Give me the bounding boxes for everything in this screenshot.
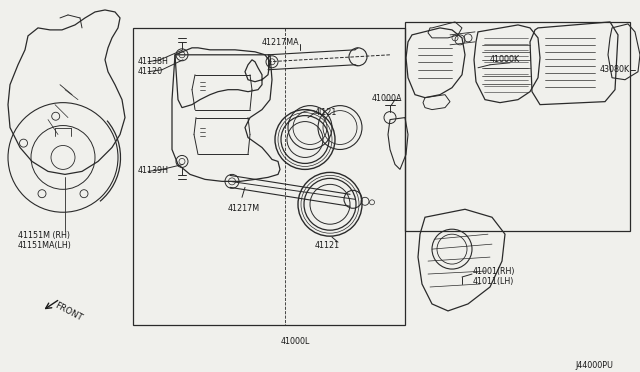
Text: 41151MA(LH): 41151MA(LH) xyxy=(18,241,72,250)
Text: 41217M: 41217M xyxy=(228,204,260,213)
Text: 41000A: 41000A xyxy=(372,94,403,103)
Text: 41000L: 41000L xyxy=(280,337,310,346)
Text: J44000PU: J44000PU xyxy=(575,361,613,370)
Text: 41000K: 41000K xyxy=(490,55,520,64)
Text: 41138H: 41138H xyxy=(138,57,169,66)
Text: 41001(RH): 41001(RH) xyxy=(473,267,515,276)
Text: 41217MA: 41217MA xyxy=(262,38,300,47)
Text: 41121: 41121 xyxy=(315,241,340,250)
Text: 41120: 41120 xyxy=(138,67,163,76)
Text: FRONT: FRONT xyxy=(53,301,84,323)
Text: 41011(LH): 41011(LH) xyxy=(473,277,515,286)
Text: 43080K: 43080K xyxy=(600,65,630,74)
Bar xyxy=(133,28,405,325)
Text: 41151M (RH): 41151M (RH) xyxy=(18,231,70,240)
Text: 41139H: 41139H xyxy=(138,166,169,176)
Bar xyxy=(405,22,630,231)
Text: 4l121: 4l121 xyxy=(315,108,337,117)
